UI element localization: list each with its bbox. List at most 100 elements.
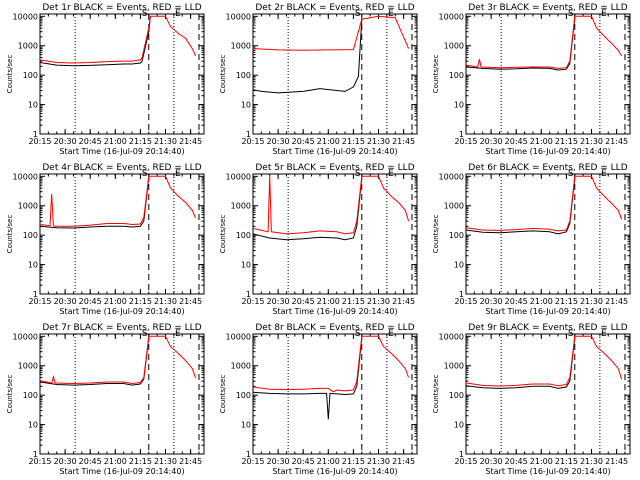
y-tick-label: 100 bbox=[236, 231, 251, 240]
plot-frame bbox=[252, 333, 418, 455]
y-tick-label: 1 bbox=[33, 450, 38, 459]
panel-det-3: Det 3r BLACK = Events, RED = LLD 1 10 100 10… bbox=[432, 3, 631, 156]
y-tick-label: 10 bbox=[454, 421, 464, 430]
panel-det-5: Det 5r BLACK = Events, RED = LLD 1 10 100 10… bbox=[219, 163, 418, 316]
series-line-events bbox=[253, 19, 363, 94]
y-tick-label: 10000 bbox=[226, 172, 251, 181]
panel-det-1: Det 1r BLACK = Events, RED = LLD 1 10 100 10… bbox=[6, 3, 205, 156]
y-tick-label: 100 bbox=[449, 71, 464, 80]
series-line-events bbox=[466, 17, 576, 71]
x-tick-label: 20:45 bbox=[79, 137, 102, 146]
y-tick-label: 1 bbox=[246, 450, 251, 459]
series-line-events bbox=[40, 16, 151, 67]
y-axis-label: Counts/sec bbox=[6, 215, 14, 254]
x-tick-label: 20:45 bbox=[292, 457, 315, 466]
x-tick-label: 21:30 bbox=[154, 297, 177, 306]
x-tick-label: 21:15 bbox=[555, 137, 578, 146]
x-tick-label: 21:30 bbox=[154, 457, 177, 466]
y-tick-label: 100 bbox=[449, 391, 464, 400]
panel-title: Det 8r BLACK = Events, RED = LLD bbox=[255, 323, 414, 333]
y-tick-label: 10000 bbox=[439, 12, 464, 21]
panel-det-8: Det 8r BLACK = Events, RED = LLD 1 10 100 10… bbox=[219, 323, 418, 476]
x-tick-label: 21:00 bbox=[104, 297, 127, 306]
x-tick-label: 20:15 bbox=[241, 457, 264, 466]
series-line-events bbox=[40, 177, 150, 229]
panel-title: Det 6r BLACK = Events, RED = LLD bbox=[468, 163, 627, 173]
panel-det-2: Det 2r BLACK = Events, RED = LLD 1 10 100 10… bbox=[219, 3, 418, 156]
panel-title: Det 7r BLACK = Events, RED = LLD bbox=[42, 323, 201, 333]
x-tick-label: 20:15 bbox=[28, 297, 51, 306]
y-tick-label: 1000 bbox=[18, 362, 38, 371]
panel-title: Det 1r BLACK = Events, RED = LLD bbox=[42, 3, 201, 13]
x-axis-label: Start Time (16-Jul-09 20:14:40) bbox=[272, 147, 397, 156]
series-line-lld bbox=[40, 335, 197, 385]
y-tick-label: 10 bbox=[28, 421, 38, 430]
series-line-lld bbox=[466, 335, 623, 387]
x-tick-label: 21:00 bbox=[317, 137, 340, 146]
x-tick-label: 21:30 bbox=[580, 137, 603, 146]
start-marker-label: S bbox=[355, 329, 361, 339]
y-tick-label: 1 bbox=[33, 290, 38, 299]
x-tick-label: 20:30 bbox=[267, 457, 290, 466]
y-tick-label: 100 bbox=[23, 391, 38, 400]
x-tick-label: 20:45 bbox=[292, 297, 315, 306]
series-line-events bbox=[466, 177, 576, 235]
x-tick-label: 21:00 bbox=[104, 137, 127, 146]
y-tick-label: 10000 bbox=[226, 332, 251, 341]
y-tick-label: 10000 bbox=[13, 12, 38, 21]
y-axis-label: Counts/sec bbox=[219, 215, 227, 254]
y-tick-label: 10 bbox=[241, 421, 251, 430]
y-axis-label: Counts/sec bbox=[432, 375, 440, 414]
start-marker-label: S bbox=[568, 329, 574, 339]
y-tick-label: 1 bbox=[33, 130, 38, 139]
panel-det-4: Det 4r BLACK = Events, RED = LLD 1 10 100 10… bbox=[6, 163, 205, 316]
x-tick-label: 20:15 bbox=[454, 297, 477, 306]
y-tick-label: 10000 bbox=[439, 332, 464, 341]
x-tick-label: 21:00 bbox=[530, 137, 553, 146]
x-tick-label: 21:45 bbox=[392, 457, 415, 466]
x-axis-label: Start Time (16-Jul-09 20:14:40) bbox=[272, 467, 397, 476]
series-line-lld bbox=[40, 15, 197, 64]
x-tick-label: 20:15 bbox=[454, 457, 477, 466]
x-tick-label: 21:30 bbox=[367, 297, 390, 306]
series-line-lld bbox=[466, 15, 623, 69]
y-tick-label: 100 bbox=[236, 71, 251, 80]
y-tick-label: 1000 bbox=[231, 202, 251, 211]
y-tick-label: 1 bbox=[246, 130, 251, 139]
x-tick-label: 20:30 bbox=[480, 137, 503, 146]
y-axis-label: Counts/sec bbox=[432, 215, 440, 254]
plot-frame bbox=[465, 333, 631, 455]
end-marker-label: E bbox=[175, 169, 181, 179]
x-tick-label: 20:15 bbox=[241, 137, 264, 146]
plot-frame bbox=[252, 173, 418, 295]
plot-frame bbox=[39, 333, 205, 455]
y-axis-label: Counts/sec bbox=[219, 55, 227, 94]
y-tick-label: 10000 bbox=[13, 332, 38, 341]
x-tick-label: 21:15 bbox=[129, 137, 152, 146]
y-tick-label: 1 bbox=[246, 290, 251, 299]
series-line-events bbox=[253, 177, 363, 241]
y-tick-label: 100 bbox=[23, 71, 38, 80]
y-tick-label: 1000 bbox=[444, 202, 464, 211]
x-tick-label: 20:30 bbox=[480, 297, 503, 306]
y-tick-label: 10000 bbox=[226, 12, 251, 21]
x-tick-label: 21:15 bbox=[129, 297, 152, 306]
y-tick-label: 1000 bbox=[444, 362, 464, 371]
x-tick-label: 20:30 bbox=[54, 457, 77, 466]
x-tick-label: 21:45 bbox=[392, 137, 415, 146]
end-marker-label: E bbox=[601, 329, 607, 339]
x-tick-label: 20:15 bbox=[454, 137, 477, 146]
x-tick-label: 21:30 bbox=[154, 137, 177, 146]
y-tick-label: 1000 bbox=[444, 42, 464, 51]
y-tick-label: 10 bbox=[28, 101, 38, 110]
x-tick-label: 21:15 bbox=[342, 457, 365, 466]
x-tick-label: 20:45 bbox=[505, 297, 528, 306]
y-tick-label: 10000 bbox=[439, 172, 464, 181]
panel-det-9: Det 9r BLACK = Events, RED = LLD 1 10 100 10… bbox=[432, 323, 631, 476]
end-marker-label: E bbox=[388, 329, 394, 339]
panel-det-6: Det 6r BLACK = Events, RED = LLD 1 10 100 10… bbox=[432, 163, 631, 316]
x-tick-label: 20:30 bbox=[54, 137, 77, 146]
x-tick-label: 20:15 bbox=[28, 457, 51, 466]
x-tick-label: 20:15 bbox=[28, 137, 51, 146]
x-tick-label: 21:00 bbox=[104, 457, 127, 466]
